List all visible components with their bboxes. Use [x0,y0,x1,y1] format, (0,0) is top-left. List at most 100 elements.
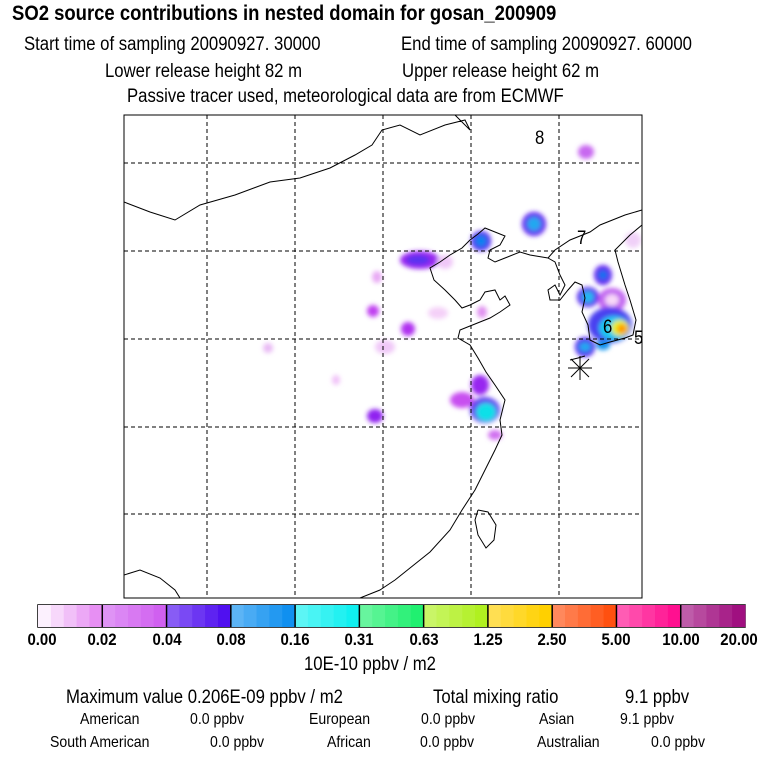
colorbar-swatch [307,605,322,627]
colorbar-tick-label: 0.63 [409,630,439,649]
colorbar-swatch [565,605,579,627]
end-time: End time of sampling 20090927. 60000 [401,34,692,55]
region-name: Asian [539,711,575,728]
start-time: Start time of sampling 20090927. 30000 [24,34,321,55]
colorbar-tick-label: 0.16 [280,630,310,649]
plume-patch [477,306,487,318]
region-name: South American [50,734,150,751]
lower-release-height: Lower release height 82 m [105,61,303,82]
colorbar [38,605,746,627]
colorbar-tick-label: 0.00 [27,630,57,649]
colorbar-swatch [269,605,283,627]
colorbar-tick-label: 0.31 [344,630,374,649]
plume-patch [372,271,382,283]
colorbar-swatch [552,605,566,627]
colorbar-swatch [140,605,155,627]
plume-patch [367,409,383,423]
map-label-7: 7 [577,228,587,249]
colorbar-swatch [256,605,270,627]
colorbar-tick-label: 1.25 [473,630,503,649]
colorbar-swatch [693,605,707,627]
colorbar-swatch [127,605,142,627]
colorbar-swatch [680,605,695,627]
colorbar-swatch [205,605,219,627]
upper-release-height: Upper release height 62 m [402,61,600,82]
map-frame [123,114,643,599]
region-value: 9.1 ppbv [620,711,675,728]
colorbar-swatch [372,605,386,627]
tracer-note: Passive tracer used, meteorological data… [127,86,564,107]
colorbar-swatch [192,605,206,627]
plume-patch [596,340,610,350]
colorbar-tick-label: 0.02 [87,630,117,649]
plume-patch [617,324,627,334]
plume-patch [625,232,641,248]
colorbar-swatch [539,605,553,627]
colorbar-swatch [526,605,540,627]
colorbar-swatch [667,605,682,627]
colorbar-swatch [102,605,116,627]
colorbar-swatch [423,605,437,627]
grid-lines [124,115,642,598]
colorbar-tick-label: 0.08 [216,630,246,649]
colorbar-swatch [76,605,90,627]
colorbar-swatch [487,605,502,627]
colorbar-swatch [63,605,78,627]
colorbar-swatch [616,605,630,627]
total-mixing-label: Total mixing ratio [433,687,559,708]
colorbar-swatch [243,605,258,627]
region-value: 0.0 ppbv [420,734,475,751]
plume-patch [527,217,541,231]
region-name: Australian [537,734,600,751]
region-value: 0.0 ppbv [421,711,476,728]
colorbar-swatch [179,605,193,627]
plume-patch [475,235,487,247]
colorbar-swatch [115,605,129,627]
region-name: European [309,711,371,728]
plume-patch [476,403,496,421]
colorbar-swatch [513,605,527,627]
plume-patch [578,145,594,159]
colorbar-swatch [577,605,592,627]
total-mixing-value: 9.1 ppbv [625,687,690,708]
colorbar-swatch [719,605,733,627]
colorbar-swatch [449,605,463,627]
colorbar-swatch [230,605,245,627]
plume-patch [406,255,430,265]
region-value: 0.0 ppbv [651,734,706,751]
colorbar-swatch [642,605,656,627]
coastlines [124,115,642,598]
plume-patch [263,343,273,353]
colorbar-swatch [590,605,605,627]
colorbar-swatch [153,605,168,627]
colorbar-swatch [385,605,399,627]
colorbar-tick-label: 20.00 [720,630,758,649]
colorbar-swatch [706,605,720,627]
region-value: 0.0 ppbv [210,734,265,751]
colorbar-swatch [603,605,617,627]
colorbar-swatch [333,605,348,627]
plume-patch [437,255,453,269]
region-name: American [80,711,140,728]
plume-patch [375,340,395,354]
colorbar-swatch [397,605,412,627]
region-value: 0.0 ppbv [190,711,245,728]
maximum-value: Maximum value 0.206E-09 ppbv / m2 [66,687,343,708]
plume-patch [450,392,474,408]
colorbar-tick-label: 10.00 [661,630,700,649]
map-label-5: 5 [634,328,644,349]
figure-title: SO2 source contributions in nested domai… [12,2,557,25]
plume-patch [332,375,340,385]
colorbar-swatch [217,605,232,627]
plume-patch [579,342,591,352]
colorbar-swatch [655,605,669,627]
colorbar-swatch [38,605,52,627]
colorbar-swatch [629,605,643,627]
plume-patch [367,305,379,317]
colorbar-tick-label: 2.50 [537,630,567,649]
colorbar-swatch [89,605,103,627]
colorbar-swatch [166,605,180,627]
region-name: African [327,734,371,751]
